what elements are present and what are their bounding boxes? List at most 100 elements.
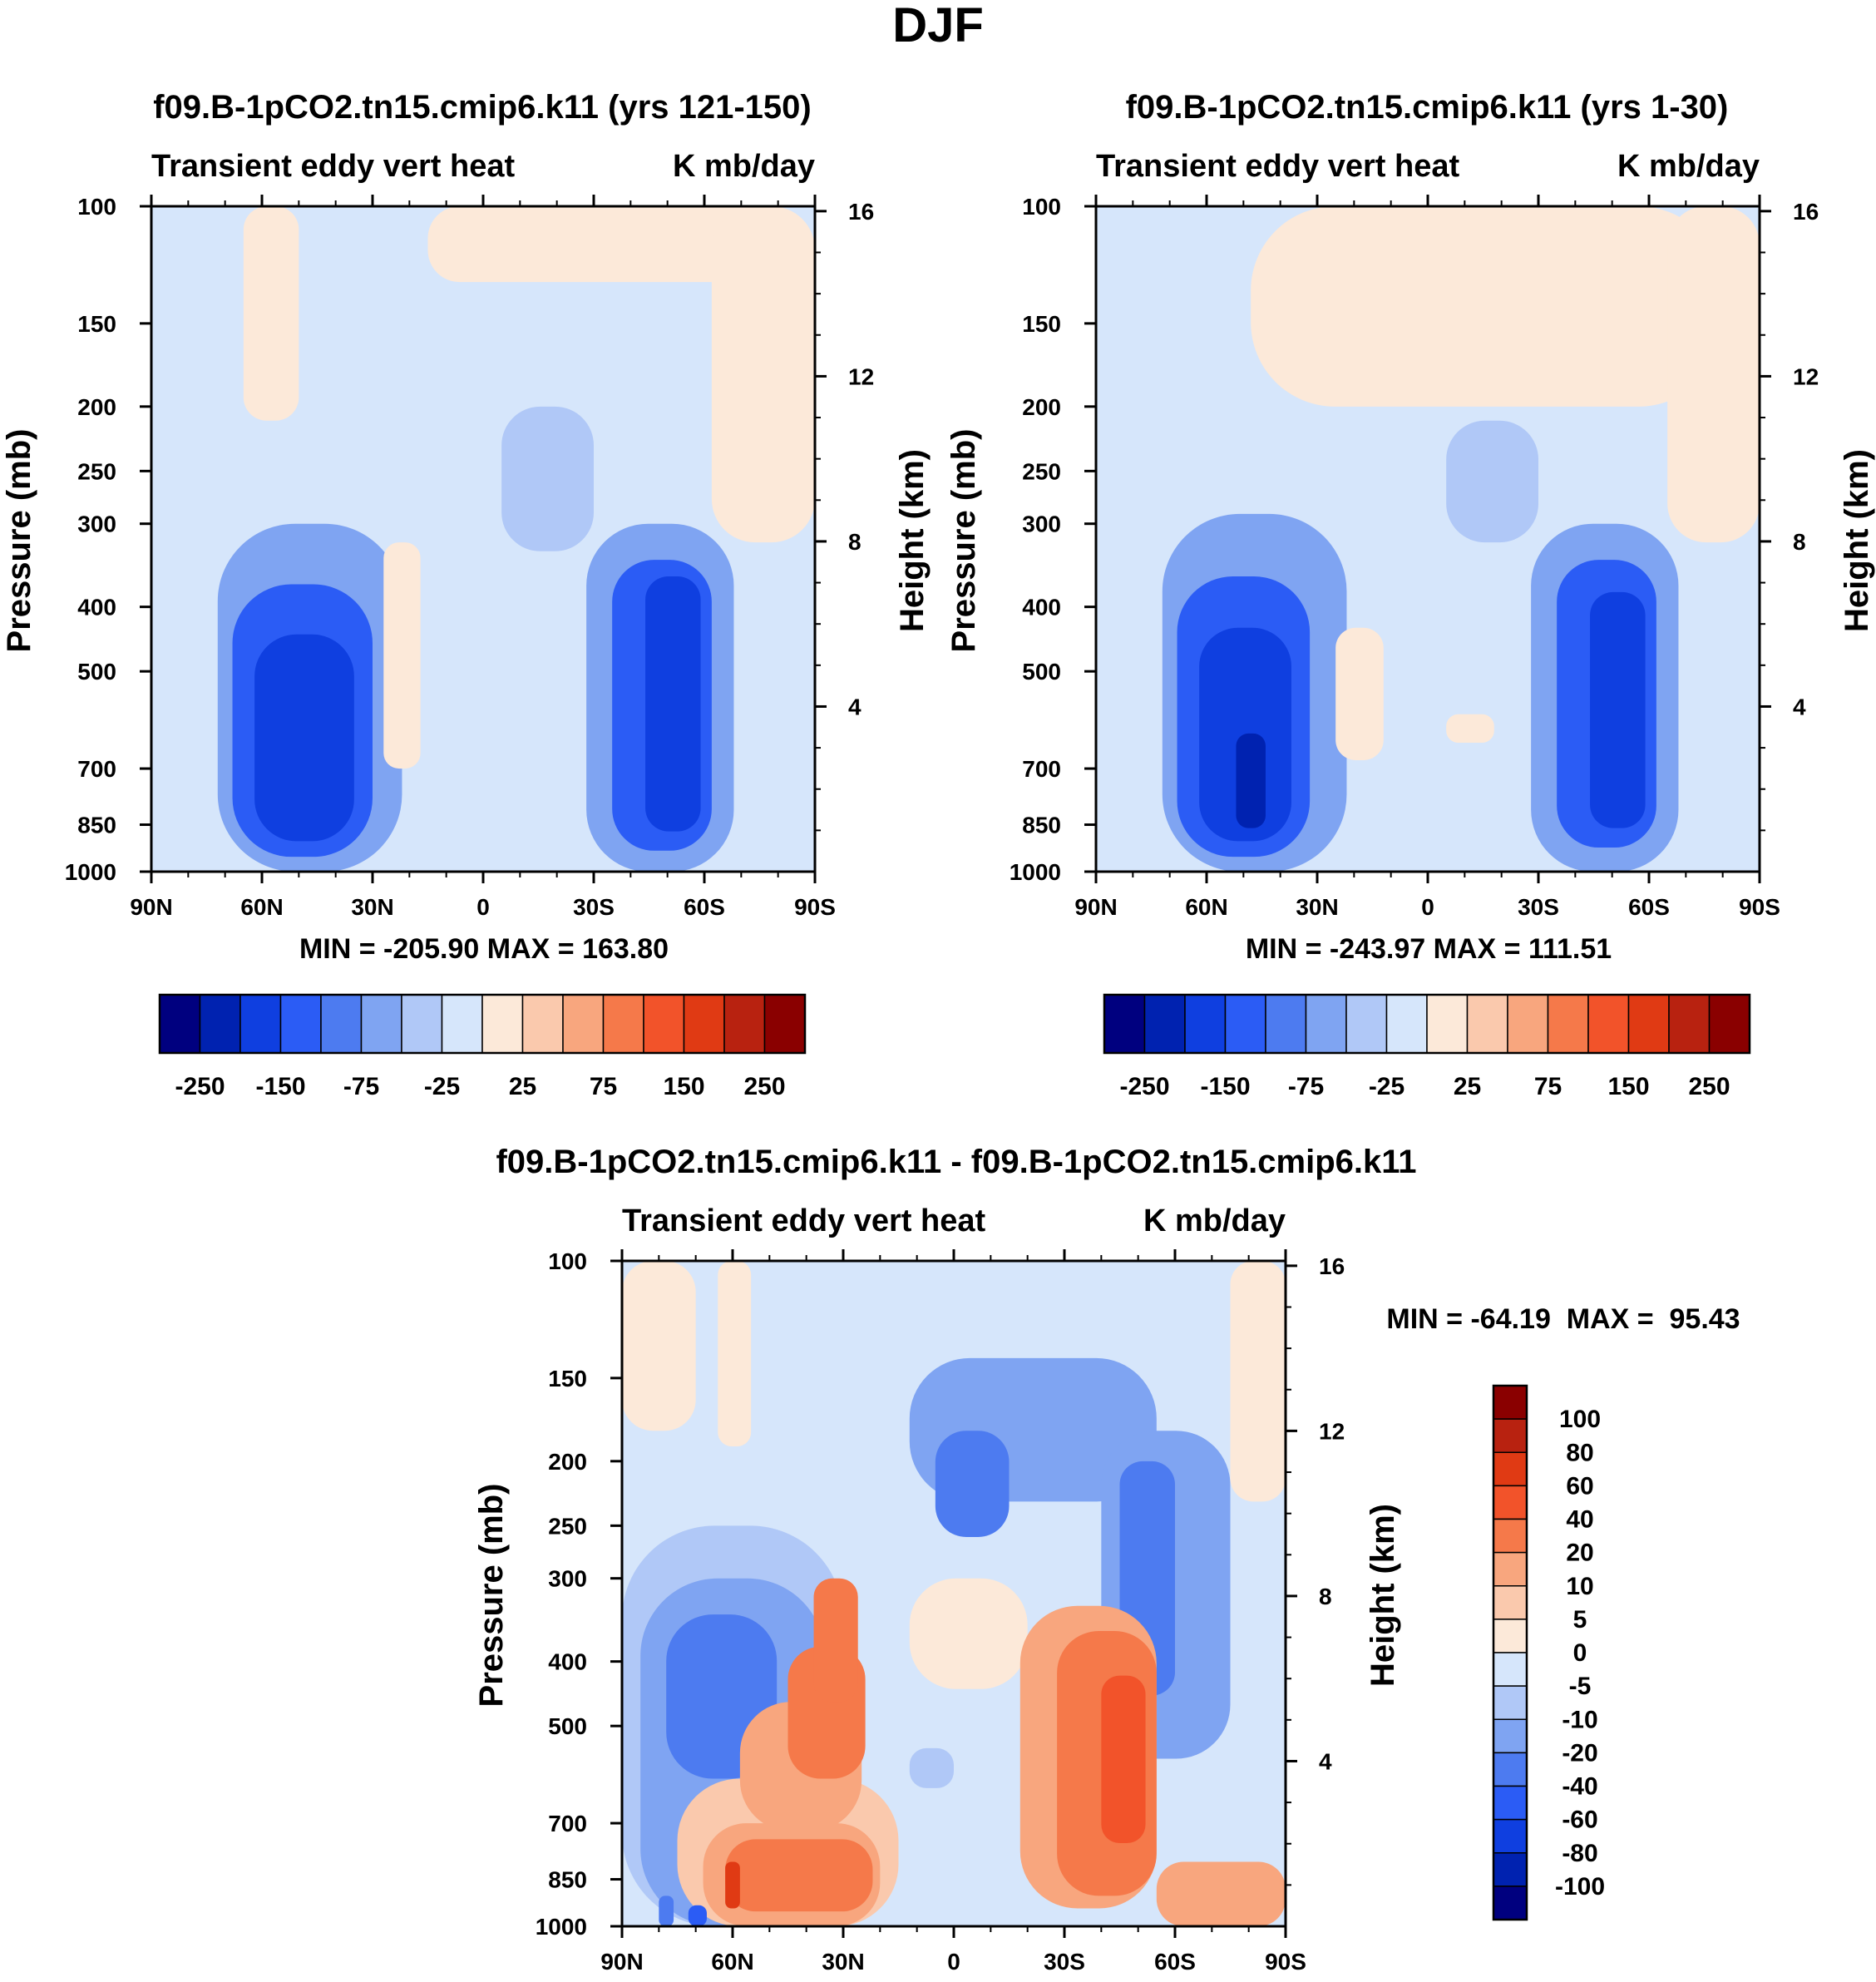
colorbar-label: -80 bbox=[1562, 1840, 1597, 1867]
contour-field bbox=[1096, 206, 1760, 872]
y-tick-label: 300 bbox=[548, 1566, 587, 1592]
x-tick-label: 90N bbox=[1074, 894, 1117, 920]
colorbar-label: -25 bbox=[424, 1073, 460, 1100]
colorbar-label: -20 bbox=[1562, 1739, 1597, 1767]
x-tick-label: 30S bbox=[1044, 1949, 1085, 1975]
contour-region bbox=[725, 1839, 873, 1912]
colorbar-box bbox=[1103, 994, 1146, 1054]
colorbar-box bbox=[1493, 1418, 1528, 1453]
y-tick-label: 150 bbox=[548, 1366, 587, 1391]
contour-region bbox=[935, 1431, 1010, 1537]
contour-region bbox=[254, 634, 354, 842]
panel-right-title: f09.B-1pCO2.tn15.cmip6.k11 (yrs 1-30) bbox=[1126, 89, 1729, 126]
colorbar-frame bbox=[158, 993, 807, 1055]
y-tick-label: 700 bbox=[1022, 756, 1061, 782]
colorbar-label: 150 bbox=[663, 1073, 704, 1100]
x-tick-label: 90S bbox=[1265, 1949, 1306, 1975]
colorbar-label: -150 bbox=[255, 1073, 305, 1100]
panel-right-subtitle-left: Transient eddy vert heat bbox=[1096, 149, 1459, 184]
x-tick-label: 60S bbox=[1628, 894, 1670, 920]
y-tick-label: 500 bbox=[1022, 659, 1061, 685]
y-tick-label: 400 bbox=[1022, 595, 1061, 620]
x-tick-label: 0 bbox=[476, 894, 490, 920]
y-tick-label: 200 bbox=[548, 1449, 587, 1475]
colorbar-label: 250 bbox=[743, 1073, 785, 1100]
y-tick-label: 150 bbox=[1022, 311, 1061, 337]
y-tick-label: 250 bbox=[548, 1513, 587, 1539]
y-tick-label: 400 bbox=[77, 595, 116, 620]
contour-region bbox=[622, 1261, 696, 1431]
colorbar-box bbox=[199, 994, 241, 1054]
colorbar-box bbox=[723, 994, 766, 1054]
colorbar-label: 20 bbox=[1566, 1540, 1593, 1567]
contour-region bbox=[1590, 591, 1646, 828]
contour-region bbox=[243, 206, 299, 421]
panel-right: f09.B-1pCO2.tn15.cmip6.k11 (yrs 1-30) Tr… bbox=[945, 89, 1875, 1100]
contour-region bbox=[1251, 206, 1723, 407]
panel-left: f09.B-1pCO2.tn15.cmip6.k11 (yrs 121-150)… bbox=[1, 89, 931, 1100]
contour-region bbox=[725, 1861, 740, 1909]
colorbar-frame bbox=[1492, 1384, 1528, 1921]
colorbar-label: 80 bbox=[1566, 1439, 1593, 1466]
colorbar-box bbox=[1708, 994, 1750, 1054]
x-tick-label: 60N bbox=[240, 894, 283, 920]
height-tick-label: 12 bbox=[848, 363, 874, 389]
colorbar-box bbox=[1493, 1718, 1528, 1754]
contour-region bbox=[383, 542, 421, 769]
contour-region bbox=[711, 206, 815, 543]
colorbar-box bbox=[1143, 994, 1186, 1054]
colorbar-label: 40 bbox=[1566, 1506, 1593, 1534]
y-tick-label: 400 bbox=[548, 1649, 587, 1675]
colorbar-box bbox=[683, 994, 725, 1054]
y-tick-label: 100 bbox=[548, 1248, 587, 1274]
height-tick-label: 8 bbox=[1319, 1584, 1332, 1609]
panel-diff-stats: MIN = -64.19 MAX = 95.43 bbox=[1386, 1303, 1740, 1335]
colorbar-box bbox=[562, 994, 605, 1054]
panel-left-stats: MIN = -205.90 MAX = 163.80 bbox=[299, 933, 669, 965]
contour-region bbox=[659, 1896, 674, 1926]
contour-region bbox=[1335, 627, 1384, 761]
colorbar-box bbox=[279, 994, 322, 1054]
colorbar-label: 75 bbox=[1534, 1073, 1562, 1100]
x-tick-label: 30N bbox=[822, 1949, 864, 1975]
y-tick-label: 200 bbox=[1022, 394, 1061, 420]
colorbar-label: 100 bbox=[1559, 1406, 1601, 1433]
colorbar-box bbox=[1184, 994, 1227, 1054]
colorbar-box bbox=[1305, 994, 1347, 1054]
x-tick-label: 0 bbox=[1421, 894, 1434, 920]
panel-diff-subtitle-right: K mb/day bbox=[1143, 1204, 1286, 1238]
colorbar-label: 0 bbox=[1573, 1639, 1587, 1667]
colorbar-box bbox=[1493, 1886, 1528, 1920]
contour-region bbox=[1446, 420, 1538, 543]
colorbar-box bbox=[401, 994, 443, 1054]
y-tick-label: 850 bbox=[548, 1867, 587, 1893]
colorbar-box bbox=[1547, 994, 1589, 1054]
colorbar-label: -150 bbox=[1200, 1073, 1250, 1100]
plot-area-left: 90N 60N 30N 0 30S 60S 90S 100 150 200 250 300 400 500… bbox=[65, 194, 874, 920]
y-tick-label: 1000 bbox=[65, 859, 116, 885]
colorbar-box bbox=[1493, 1685, 1528, 1720]
y-tick-label: 1000 bbox=[536, 1914, 587, 1940]
height-tick-label: 12 bbox=[1793, 363, 1819, 389]
panel-left-title: f09.B-1pCO2.tn15.cmip6.k11 (yrs 121-150) bbox=[153, 89, 812, 126]
colorbar-label: -100 bbox=[1555, 1873, 1605, 1900]
colorbar-label: 60 bbox=[1566, 1472, 1593, 1500]
panel-diff-ylabel-right: Height (km) bbox=[1365, 1504, 1401, 1687]
colorbar-box bbox=[1493, 1385, 1528, 1420]
colorbar-box bbox=[360, 994, 402, 1054]
x-tick-label: 90S bbox=[1739, 894, 1780, 920]
y-tick-label: 500 bbox=[548, 1713, 587, 1739]
colorbar-box bbox=[1493, 1485, 1528, 1520]
height-tick-label: 16 bbox=[1319, 1253, 1345, 1279]
colorbar-label: 25 bbox=[509, 1073, 536, 1100]
height-tick-label: 4 bbox=[1319, 1748, 1332, 1774]
colorbar-box bbox=[1493, 1752, 1528, 1787]
colorbar-box bbox=[602, 994, 644, 1054]
colorbar-box bbox=[239, 994, 282, 1054]
colorbar-box bbox=[521, 994, 564, 1054]
colorbar-box bbox=[1493, 1451, 1528, 1487]
colorbar-label: 5 bbox=[1573, 1606, 1587, 1634]
colorbar-box bbox=[1426, 994, 1469, 1054]
contour-region bbox=[1236, 733, 1266, 828]
